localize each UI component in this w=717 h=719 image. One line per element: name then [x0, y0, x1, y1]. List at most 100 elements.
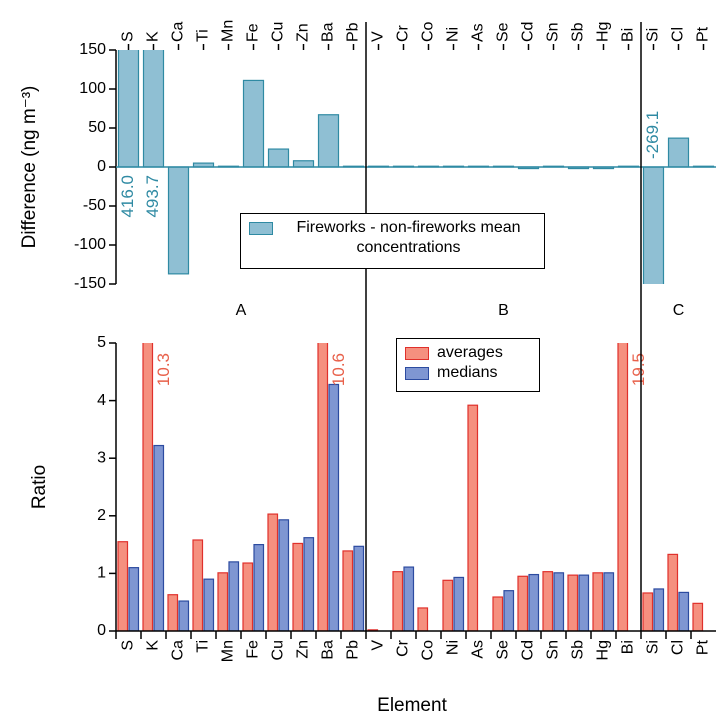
x-tick-label: Hg	[595, 22, 612, 42]
x-tick-label: Zn	[295, 640, 312, 659]
x-tick-label: Si	[645, 28, 662, 42]
value-label: 493.7	[143, 175, 162, 218]
x-tick-label: Fe	[245, 23, 262, 42]
x-tick-label: Pb	[345, 640, 362, 660]
y-tick-label: 2	[97, 507, 106, 524]
x-tick-label: Pt	[695, 639, 712, 655]
x-tick-label: Ba	[320, 640, 337, 660]
x-tick-label: Si	[645, 640, 662, 654]
x-tick-label: Bi	[620, 28, 637, 42]
bar	[667, 137, 690, 168]
bar	[467, 404, 479, 631]
x-tick-label: Ba	[320, 22, 337, 42]
bar	[567, 574, 579, 631]
bar	[142, 343, 154, 631]
bar	[128, 567, 140, 631]
y-tick-label: 0	[97, 622, 106, 639]
bar	[167, 594, 179, 631]
x-tick-label: Cr	[395, 24, 412, 42]
value-label: 10.6	[329, 353, 348, 386]
x-tick-label: Bi	[620, 640, 637, 654]
value-label: 19.5	[629, 353, 648, 386]
value-label: 416.0	[118, 175, 137, 218]
y-tick-label: 1	[97, 565, 106, 582]
legend-swatch	[405, 367, 429, 380]
legend-label: averages	[437, 344, 503, 361]
value-label: 10.3	[154, 353, 173, 386]
bar	[617, 343, 629, 631]
x-tick-label: Ca	[170, 21, 187, 42]
x-tick-label: As	[470, 640, 487, 659]
bar	[442, 579, 454, 631]
bar	[542, 571, 554, 631]
y-tick-label: -50	[83, 197, 106, 214]
bar	[528, 573, 540, 631]
legend-label: Fireworks - non-fireworks mean concentra…	[296, 219, 521, 256]
x-tick-label: Sn	[545, 640, 562, 660]
bar	[667, 553, 679, 631]
x-tick-label: Se	[495, 22, 512, 42]
x-tick-label: S	[120, 31, 137, 42]
bar	[192, 539, 204, 631]
y-tick-label: 100	[79, 80, 106, 97]
bars	[117, 50, 715, 284]
bar	[553, 572, 565, 631]
x-tick-label: Cr	[395, 639, 412, 657]
y-tick-label: -150	[74, 275, 106, 292]
bar	[453, 576, 465, 631]
y-axis-label: Difference (ng m⁻³)	[19, 86, 40, 249]
x-tick-label: V	[370, 640, 387, 651]
bar	[242, 79, 265, 168]
x-tick-label: Se	[495, 640, 512, 660]
bar	[142, 50, 165, 168]
y-tick-label: 5	[97, 334, 106, 351]
x-tick-label: Sb	[570, 640, 587, 660]
bar	[678, 591, 690, 631]
bar	[392, 571, 404, 631]
x-tick-label: V	[370, 31, 387, 42]
bar	[203, 578, 215, 631]
bar	[317, 343, 329, 631]
bar	[228, 561, 240, 631]
x-tick-label: Co	[420, 640, 437, 661]
bar	[517, 575, 529, 631]
bar	[267, 148, 290, 168]
x-tick-label: Zn	[295, 23, 312, 42]
bar	[353, 545, 365, 631]
bar	[642, 166, 665, 284]
x-tick-label: Cu	[270, 22, 287, 42]
x-tick-label: Cd	[520, 640, 537, 660]
y-tick-label: 0	[97, 158, 106, 175]
bar	[592, 572, 604, 631]
bar	[242, 562, 254, 631]
bar	[303, 537, 315, 631]
x-tick-label: Mn	[220, 640, 237, 662]
bar	[117, 541, 129, 631]
bar	[603, 572, 615, 631]
bar	[503, 590, 515, 631]
x-tick-label: Ni	[445, 27, 462, 42]
bar	[292, 160, 315, 168]
group-label: B	[498, 302, 509, 319]
y-tick-label: 4	[97, 392, 106, 409]
x-axis-label: Element	[377, 695, 447, 716]
x-tick-label: Cu	[270, 640, 287, 660]
bar	[278, 519, 290, 631]
x-tick-label: Pt	[695, 26, 712, 42]
bar	[642, 592, 654, 631]
bar	[253, 543, 265, 631]
bar	[117, 50, 140, 168]
bars	[117, 343, 704, 631]
group-label: A	[236, 302, 247, 319]
legend-swatch	[249, 222, 273, 235]
x-tick-label: Ca	[170, 640, 187, 661]
bar	[317, 114, 340, 168]
bar	[167, 166, 190, 275]
bar	[653, 588, 665, 631]
bar	[153, 444, 165, 631]
bar	[342, 550, 354, 631]
value-label: -269.1	[643, 111, 662, 159]
bar	[178, 600, 190, 631]
x-tick-label: K	[145, 640, 162, 651]
